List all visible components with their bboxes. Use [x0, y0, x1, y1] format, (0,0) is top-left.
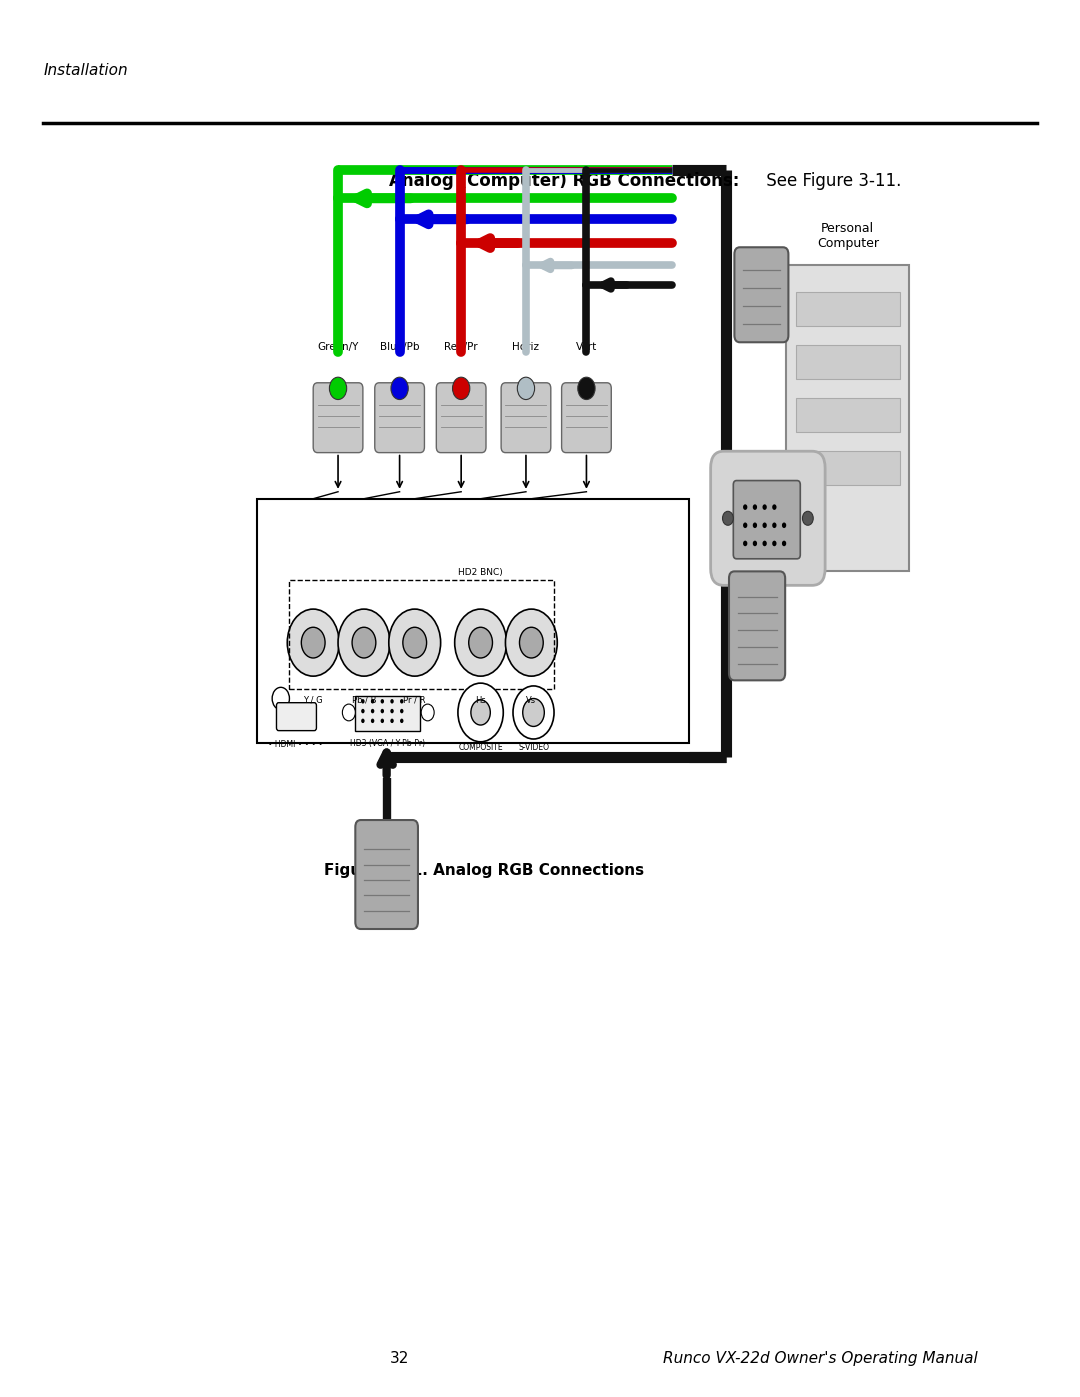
Text: Vert: Vert: [576, 342, 597, 352]
Circle shape: [380, 708, 384, 714]
Circle shape: [391, 377, 408, 400]
Circle shape: [753, 504, 757, 510]
FancyBboxPatch shape: [562, 383, 611, 453]
Circle shape: [329, 377, 347, 400]
FancyBboxPatch shape: [501, 383, 551, 453]
Text: Personal
Computer: Personal Computer: [816, 222, 879, 250]
Circle shape: [762, 504, 767, 510]
Circle shape: [762, 522, 767, 528]
Circle shape: [743, 541, 747, 546]
Circle shape: [743, 522, 747, 528]
Circle shape: [352, 627, 376, 658]
FancyBboxPatch shape: [355, 696, 420, 731]
Circle shape: [389, 609, 441, 676]
FancyBboxPatch shape: [355, 820, 418, 929]
Circle shape: [361, 698, 365, 704]
Circle shape: [272, 687, 289, 710]
Text: Green/Y: Green/Y: [318, 342, 359, 352]
FancyBboxPatch shape: [786, 265, 909, 571]
Text: Installation: Installation: [43, 63, 127, 78]
Circle shape: [390, 708, 394, 714]
Circle shape: [390, 718, 394, 724]
FancyBboxPatch shape: [796, 345, 900, 379]
Circle shape: [400, 718, 404, 724]
Text: COMPOSITE: COMPOSITE: [458, 743, 503, 752]
Circle shape: [782, 522, 786, 528]
Text: Analog (Computer) RGB Connections:: Analog (Computer) RGB Connections:: [389, 172, 739, 190]
Circle shape: [505, 609, 557, 676]
Circle shape: [519, 627, 543, 658]
Circle shape: [782, 541, 786, 546]
Circle shape: [772, 504, 777, 510]
Circle shape: [370, 718, 375, 724]
Circle shape: [400, 708, 404, 714]
Text: 32: 32: [390, 1351, 409, 1366]
Circle shape: [723, 511, 733, 525]
Circle shape: [578, 377, 595, 400]
Circle shape: [403, 627, 427, 658]
FancyBboxPatch shape: [733, 481, 800, 559]
Text: Horiz: Horiz: [513, 342, 540, 352]
Circle shape: [380, 698, 384, 704]
Text: Y / G: Y / G: [303, 696, 323, 704]
FancyBboxPatch shape: [796, 292, 900, 326]
Text: Hs: Hs: [475, 696, 486, 704]
Circle shape: [455, 609, 507, 676]
Circle shape: [753, 541, 757, 546]
Circle shape: [338, 609, 390, 676]
Circle shape: [469, 627, 492, 658]
Circle shape: [301, 627, 325, 658]
Text: Vs: Vs: [526, 696, 537, 704]
Circle shape: [513, 686, 554, 739]
Text: S-VIDEO: S-VIDEO: [518, 743, 549, 752]
FancyBboxPatch shape: [729, 571, 785, 680]
FancyBboxPatch shape: [734, 247, 788, 342]
Text: Red/Pr: Red/Pr: [444, 342, 478, 352]
Circle shape: [370, 698, 375, 704]
Circle shape: [370, 708, 375, 714]
FancyBboxPatch shape: [257, 499, 689, 743]
Circle shape: [523, 698, 544, 726]
Circle shape: [390, 698, 394, 704]
Circle shape: [458, 683, 503, 742]
FancyBboxPatch shape: [375, 383, 424, 453]
Text: Pb / B: Pb / B: [352, 696, 376, 704]
Text: HD3 (VGA / Y-Pb-Pr): HD3 (VGA / Y-Pb-Pr): [350, 739, 426, 747]
Circle shape: [753, 522, 757, 528]
FancyBboxPatch shape: [711, 451, 825, 585]
Circle shape: [421, 704, 434, 721]
Text: Blue/Pb: Blue/Pb: [380, 342, 419, 352]
Text: See Figure 3-11.: See Figure 3-11.: [761, 172, 902, 190]
FancyBboxPatch shape: [796, 451, 900, 485]
Circle shape: [802, 511, 813, 525]
Circle shape: [342, 704, 355, 721]
Text: Runco VX-22d Owner's Operating Manual: Runco VX-22d Owner's Operating Manual: [663, 1351, 978, 1366]
Text: Figure 3-11. Analog RGB Connections: Figure 3-11. Analog RGB Connections: [324, 863, 644, 879]
Text: • HDMI • • • •: • HDMI • • • •: [268, 740, 323, 749]
Circle shape: [762, 541, 767, 546]
FancyBboxPatch shape: [436, 383, 486, 453]
FancyBboxPatch shape: [796, 398, 900, 432]
Text: Pr / R: Pr / R: [404, 696, 426, 704]
Text: HD2 BNC): HD2 BNC): [458, 569, 502, 577]
Circle shape: [471, 700, 490, 725]
Circle shape: [380, 718, 384, 724]
Circle shape: [400, 698, 404, 704]
Circle shape: [772, 541, 777, 546]
Circle shape: [361, 708, 365, 714]
Circle shape: [453, 377, 470, 400]
FancyBboxPatch shape: [313, 383, 363, 453]
Circle shape: [772, 522, 777, 528]
Circle shape: [287, 609, 339, 676]
FancyBboxPatch shape: [276, 703, 316, 731]
Circle shape: [743, 504, 747, 510]
Circle shape: [517, 377, 535, 400]
Circle shape: [361, 718, 365, 724]
